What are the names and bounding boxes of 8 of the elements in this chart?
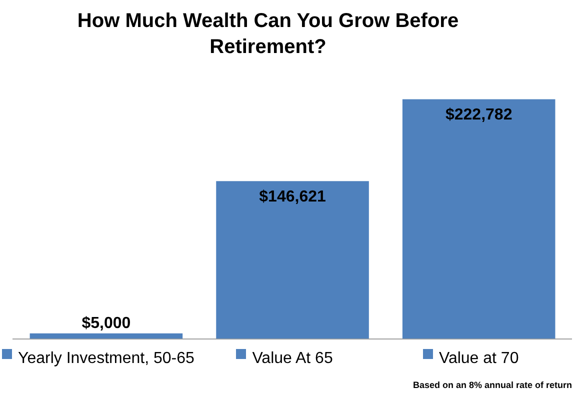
x-tick-label: Value At 65 [252,350,333,367]
x-tick-label: Yearly Investment, 50-65 [18,350,194,367]
data-label: $222,782 [445,106,512,124]
x-tick-label: Value at 70 [438,350,519,367]
data-label: $5,000 [82,314,131,332]
text: Based on an 8% annual rate of return [412,380,572,390]
data-label: $146,621 [259,188,326,206]
chart-title: How Much Wealth Can You Grow Before Retirement? [76,9,460,60]
